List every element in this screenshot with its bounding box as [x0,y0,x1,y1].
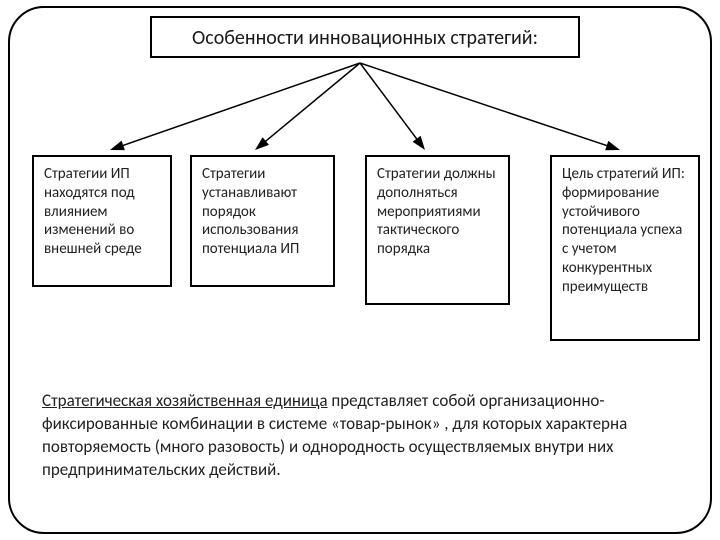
feature-block-1: Стратегии ИП находятся под влиянием изме… [32,155,172,287]
feature-block-3: Стратегии должны дополняться мероприятия… [365,155,510,305]
title-text: Особенности инновационных стратегий: [192,26,538,50]
title-box: Особенности инновационных стратегий: [150,16,580,58]
definition-underlined: Стратегическая хозяйственная единица [42,390,328,411]
feature-block-4: Цель стратегий ИП: формирование устойчив… [550,155,700,341]
feature-block-2: Стратегии устанавливают порядок использо… [190,155,335,287]
definition-paragraph: Стратегическая хозяйственная единица пре… [42,390,632,482]
